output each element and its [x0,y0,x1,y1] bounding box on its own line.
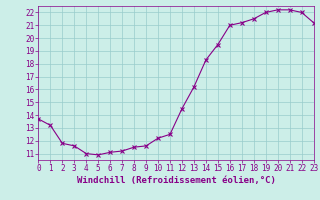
X-axis label: Windchill (Refroidissement éolien,°C): Windchill (Refroidissement éolien,°C) [76,176,276,185]
